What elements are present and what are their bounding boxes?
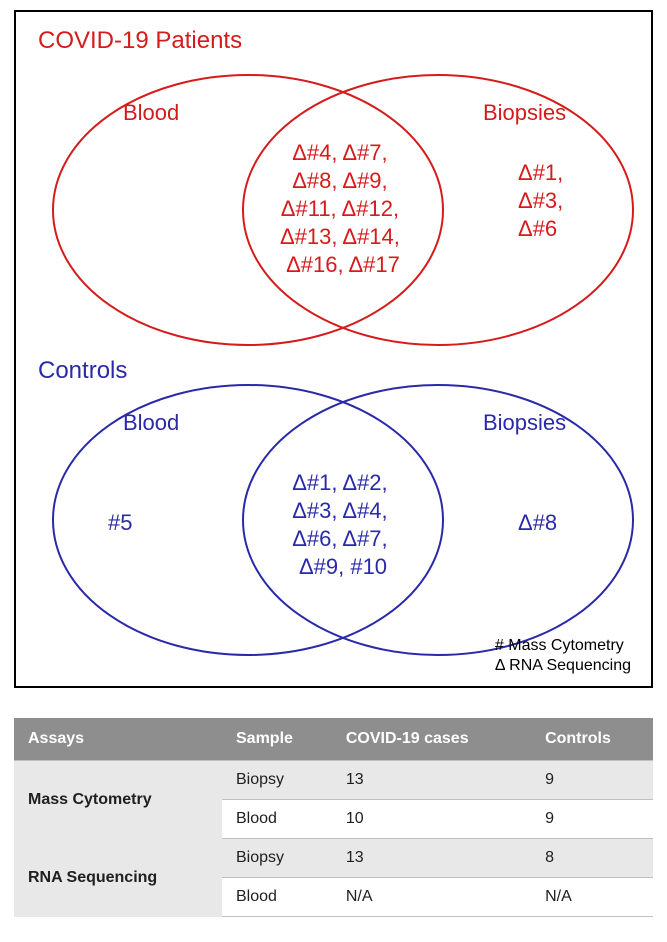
- covid-intersection: Δ#4, Δ#7, Δ#8, Δ#9, Δ#11, Δ#12, Δ#13, Δ#…: [280, 140, 406, 277]
- cell-cases: 10: [332, 800, 531, 839]
- venn-legend: # Mass Cytometry Δ RNA Sequencing: [495, 636, 631, 676]
- col-cases: COVID-19 cases: [332, 718, 531, 761]
- figure-container: COVID-19 Patients Blood Biopsies Δ#4, Δ#…: [0, 10, 667, 917]
- cell-cases: 13: [332, 761, 531, 800]
- legend-line-1: # Mass Cytometry: [495, 636, 631, 656]
- controls-title: Controls: [38, 357, 127, 384]
- cell-assay-rna: RNA Sequencing: [14, 839, 222, 917]
- covid-left-label: Blood: [123, 100, 179, 125]
- cell-sample: Blood: [222, 800, 332, 839]
- controls-left-label: Blood: [123, 410, 179, 435]
- covid-right-label: Biopsies: [483, 100, 566, 125]
- col-controls: Controls: [531, 718, 653, 761]
- cell-cases: 13: [332, 839, 531, 878]
- cell-sample: Biopsy: [222, 761, 332, 800]
- cell-controls: 8: [531, 839, 653, 878]
- cell-controls: 9: [531, 800, 653, 839]
- cell-controls: N/A: [531, 878, 653, 917]
- legend-line-2: Δ RNA Sequencing: [495, 656, 631, 676]
- cell-controls: 9: [531, 761, 653, 800]
- col-sample: Sample: [222, 718, 332, 761]
- summary-table: Assays Sample COVID-19 cases Controls Ma…: [14, 718, 653, 917]
- table-row: Mass Cytometry Biopsy 13 9: [14, 761, 653, 800]
- covid-title: COVID-19 Patients: [38, 30, 242, 54]
- cell-cases: N/A: [332, 878, 531, 917]
- covid-right-only: Δ#1, Δ#3, Δ#6: [518, 160, 569, 241]
- cell-sample: Blood: [222, 878, 332, 917]
- cell-assay-mass: Mass Cytometry: [14, 761, 222, 839]
- controls-left-only: #5: [108, 510, 132, 535]
- table-row: RNA Sequencing Biopsy 13 8: [14, 839, 653, 878]
- col-assays: Assays: [14, 718, 222, 761]
- cell-sample: Biopsy: [222, 839, 332, 878]
- controls-right-only: Δ#8: [518, 510, 557, 535]
- table-header-row: Assays Sample COVID-19 cases Controls: [14, 718, 653, 761]
- controls-intersection: Δ#1, Δ#2, Δ#3, Δ#4, Δ#6, Δ#7, Δ#9, #10: [292, 470, 394, 579]
- controls-right-label: Biopsies: [483, 410, 566, 435]
- venn-svg: COVID-19 Patients Blood Biopsies Δ#4, Δ#…: [38, 30, 638, 670]
- venn-diagram-panel: COVID-19 Patients Blood Biopsies Δ#4, Δ#…: [14, 10, 653, 688]
- summary-table-wrap: Assays Sample COVID-19 cases Controls Ma…: [14, 718, 653, 917]
